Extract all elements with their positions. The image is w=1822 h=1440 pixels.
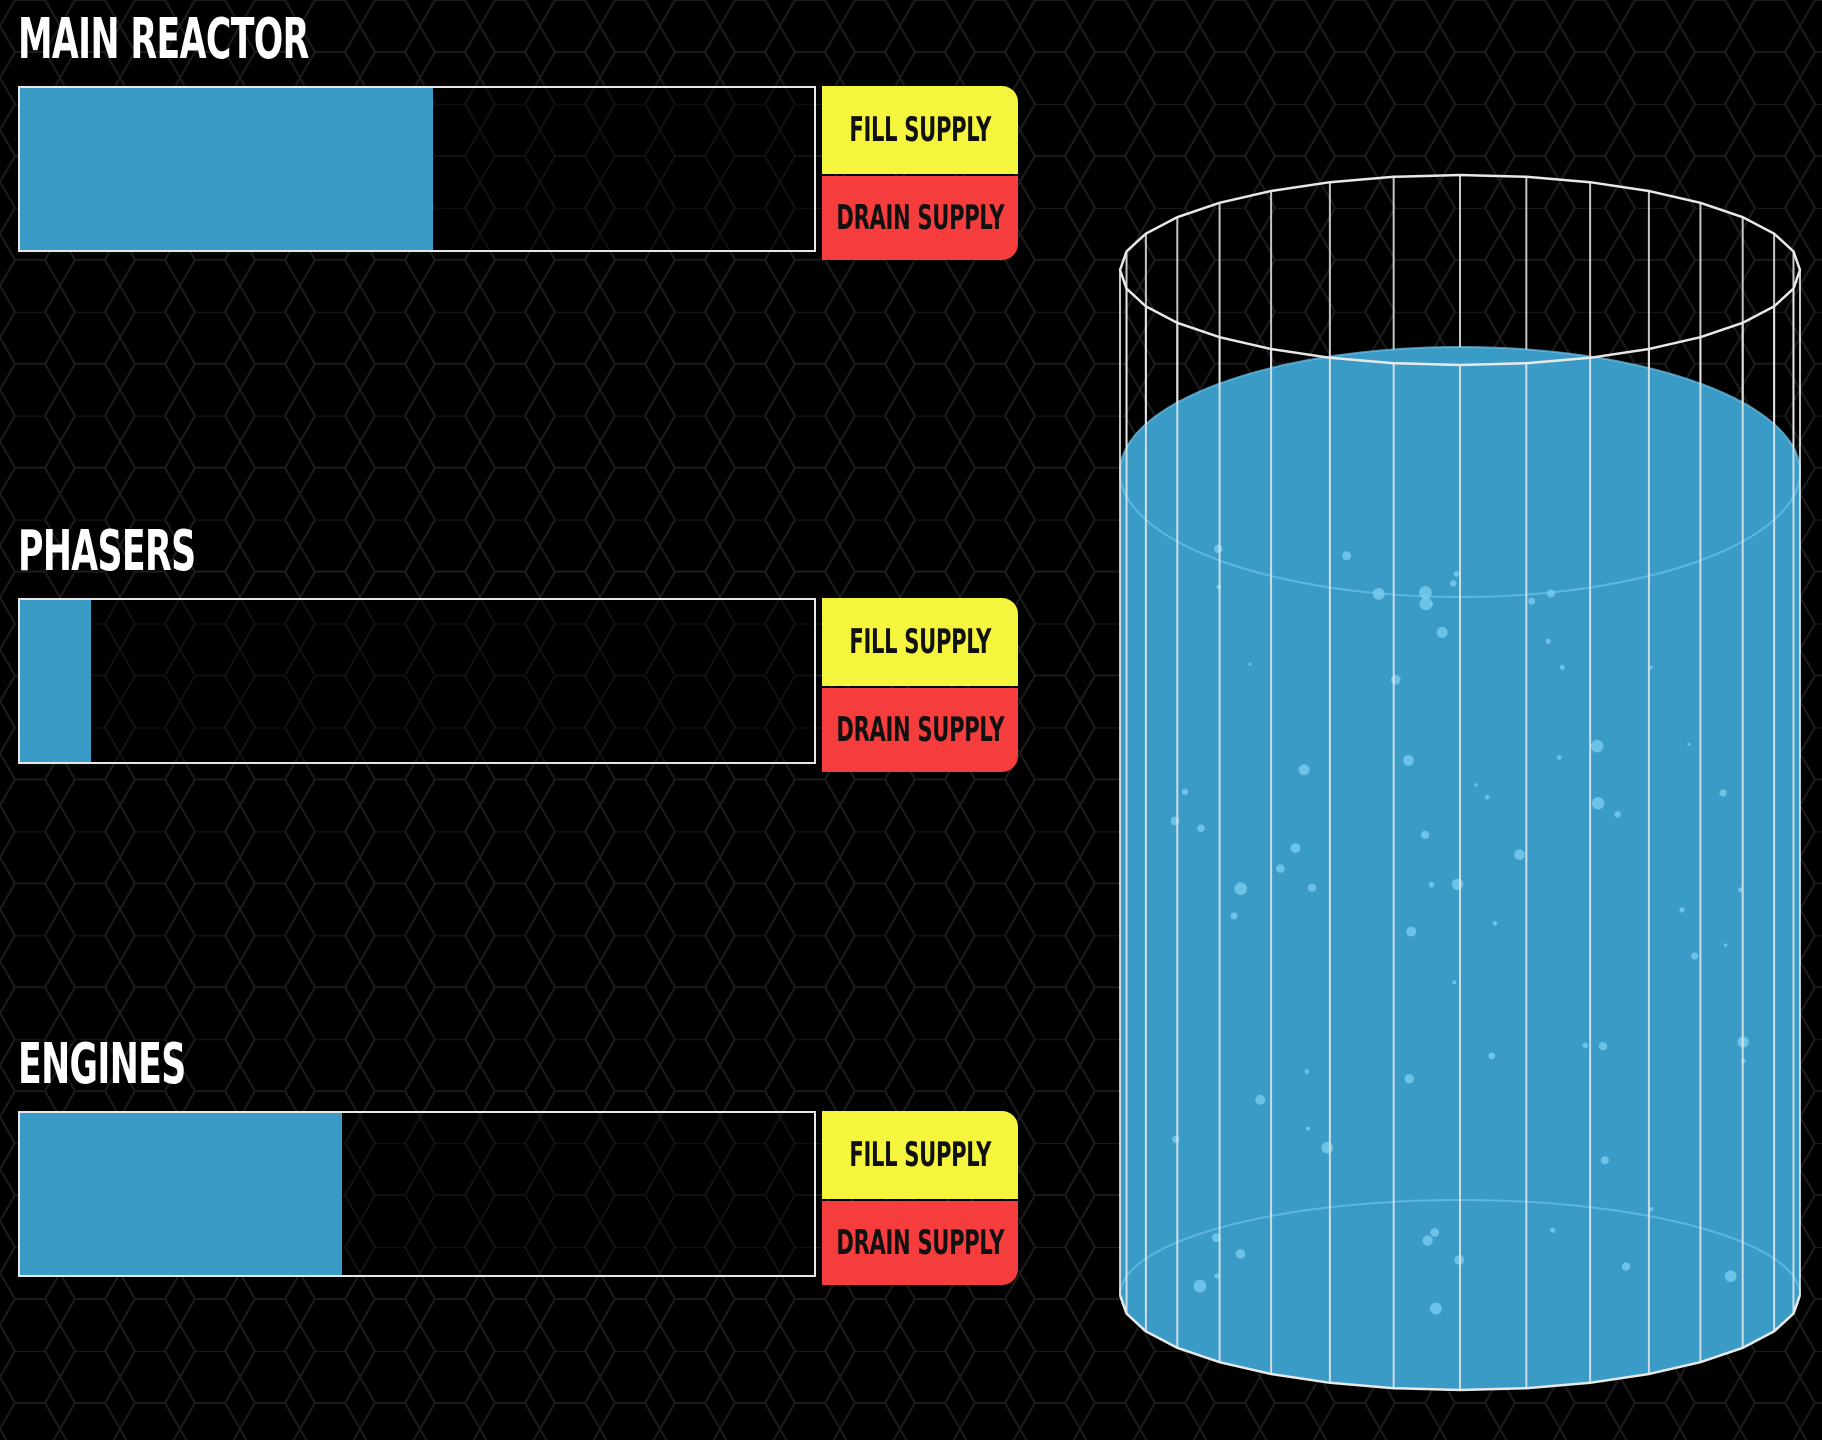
- tank-bubble: [1691, 952, 1699, 960]
- tank-bubble: [1304, 1069, 1310, 1074]
- tank-bubble: [1193, 1279, 1207, 1293]
- tank-bubble: [1484, 795, 1490, 800]
- drain-supply-label: DRAIN SUPPLY: [836, 710, 1004, 750]
- tank-bubble: [1372, 588, 1385, 600]
- tank-bubble: [1582, 1042, 1589, 1049]
- tank-bubble: [1305, 1126, 1310, 1131]
- tank-bubble: [1614, 811, 1621, 818]
- tank-bubble: [1214, 544, 1223, 554]
- tank-bubble: [1556, 755, 1562, 760]
- fill-supply-button[interactable]: FILL SUPPLY: [822, 598, 1018, 686]
- tank-bubble: [1488, 1052, 1496, 1060]
- tank-bubble: [1550, 1227, 1556, 1233]
- supply-gauge: [18, 598, 816, 764]
- tank-bubble: [1547, 589, 1555, 598]
- tank-bubble: [1420, 830, 1430, 840]
- tank-bubble: [1719, 789, 1727, 797]
- supply-gauge-fill: [20, 1113, 342, 1275]
- tank-bubble: [1419, 586, 1432, 599]
- tank-bubble: [1514, 849, 1525, 860]
- tank-bubble: [1528, 597, 1536, 605]
- tank-bubble: [1235, 1249, 1246, 1259]
- drain-supply-label: DRAIN SUPPLY: [836, 1223, 1004, 1263]
- drain-supply-button[interactable]: DRAIN SUPPLY: [822, 176, 1018, 260]
- tank-bubble: [1290, 843, 1301, 853]
- panel-title: MAIN REACTOR: [18, 7, 309, 72]
- tank-bubble: [1230, 912, 1238, 920]
- tank-bottom-rim: [1118, 1294, 1802, 1392]
- drain-supply-label: DRAIN SUPPLY: [836, 198, 1004, 238]
- tank-bubble: [1428, 881, 1435, 888]
- tank-bubble: [1214, 1273, 1220, 1279]
- tank-bubble: [1679, 907, 1685, 913]
- tank-bubble: [1321, 1141, 1334, 1154]
- tank-bubble: [1648, 1206, 1654, 1212]
- supply-tank: [1118, 173, 1802, 1392]
- tank-bubble: [1406, 926, 1417, 937]
- drain-supply-button[interactable]: DRAIN SUPPLY: [822, 688, 1018, 772]
- tank-bubble: [1403, 754, 1414, 766]
- tank-bubble: [1172, 1135, 1180, 1144]
- tank-bubble: [1598, 1041, 1608, 1051]
- supply-gauge-fill: [20, 600, 92, 762]
- tank-bubble: [1181, 788, 1189, 796]
- tank-bubble: [1492, 920, 1498, 926]
- supply-gauge: [18, 1111, 816, 1277]
- tank-bubble: [1621, 1262, 1631, 1271]
- tank-bubble: [1419, 597, 1433, 611]
- tank-bubble: [1451, 878, 1464, 891]
- tank-frame: [1118, 173, 1802, 1392]
- tank-bubble: [1248, 662, 1252, 666]
- tank-bubble: [1449, 580, 1457, 587]
- tank-bubble: [1559, 664, 1565, 670]
- fill-supply-button[interactable]: FILL SUPPLY: [822, 86, 1018, 174]
- panel-title: PHASERS: [18, 519, 196, 584]
- tank-bubble: [1298, 764, 1310, 776]
- tank-bubble: [1430, 1228, 1440, 1237]
- tank-bubble: [1342, 551, 1352, 561]
- tank-bubble: [1600, 1156, 1609, 1165]
- drain-supply-button[interactable]: DRAIN SUPPLY: [822, 1201, 1018, 1285]
- tank-bubble: [1255, 1094, 1266, 1105]
- tank-bubble: [1422, 1235, 1433, 1246]
- fill-supply-label: FILL SUPPLY: [849, 622, 991, 662]
- tank-bubble: [1391, 674, 1401, 685]
- tank-bubble: [1197, 824, 1205, 833]
- tank-bubble: [1724, 1270, 1737, 1283]
- tank-bubble: [1545, 638, 1551, 644]
- tank-bubble: [1723, 943, 1728, 947]
- fill-supply-button[interactable]: FILL SUPPLY: [822, 1111, 1018, 1199]
- fill-supply-label: FILL SUPPLY: [849, 110, 991, 150]
- tank-bubble: [1430, 1302, 1442, 1315]
- panel-title: ENGINES: [18, 1032, 186, 1097]
- tank-bubble: [1436, 626, 1448, 638]
- tank-bubble: [1591, 797, 1605, 810]
- tank-bubble: [1404, 1074, 1415, 1084]
- tank-bubble: [1276, 864, 1285, 873]
- tank-bubble: [1307, 883, 1317, 892]
- tank-bubble: [1452, 980, 1457, 985]
- supply-gauge-fill: [20, 88, 433, 250]
- tank-bubble: [1687, 742, 1691, 746]
- tank-bubble: [1590, 739, 1604, 753]
- tank-bubble: [1453, 570, 1460, 577]
- tank-bubble: [1649, 665, 1653, 670]
- tank-bubble: [1474, 783, 1478, 787]
- tank-bubble: [1234, 882, 1248, 895]
- tank-top-rim: [1118, 173, 1802, 367]
- supply-gauge: [18, 86, 816, 252]
- fill-supply-label: FILL SUPPLY: [849, 1135, 991, 1175]
